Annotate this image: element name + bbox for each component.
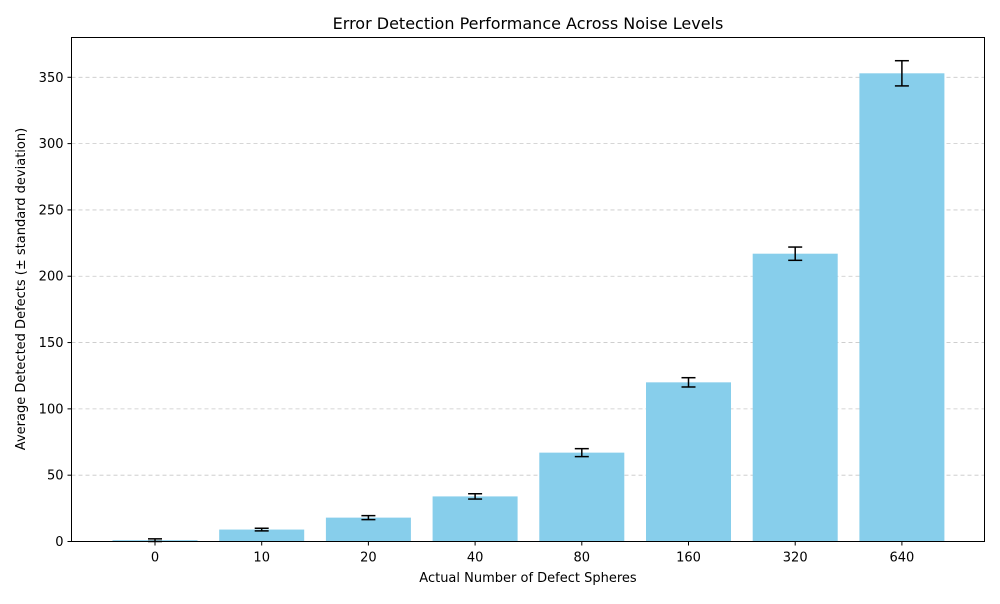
y-axis-ticks: 0 50 100 150 200 250 300 350	[39, 71, 72, 550]
bar	[859, 73, 945, 542]
x-axis-label: Actual Number of Defect Spheres	[419, 571, 637, 586]
plot-frame	[71, 37, 985, 542]
y-tick-label: 350	[39, 71, 64, 86]
x-tick-label: 160	[676, 551, 701, 566]
y-tick-label: 0	[55, 535, 63, 550]
grid-lines	[71, 76, 985, 476]
bar	[646, 382, 731, 542]
y-tick-label: 150	[39, 336, 64, 351]
x-tick-label: 20	[360, 551, 377, 566]
x-tick-label: 0	[151, 551, 159, 566]
bar	[325, 517, 411, 542]
error-bar	[361, 514, 376, 521]
bars	[112, 73, 945, 542]
x-tick-label: 640	[889, 551, 914, 566]
y-tick-label: 300	[39, 137, 64, 152]
error-bar	[788, 246, 803, 262]
x-tick-label: 10	[253, 551, 270, 566]
y-tick-label: 100	[39, 402, 64, 417]
y-tick-label: 250	[39, 203, 64, 218]
y-tick-label: 50	[47, 469, 64, 484]
y-axis-label: Average Detected Defects (± standard dev…	[14, 128, 29, 450]
error-bar	[574, 447, 589, 458]
chart-title: Error Detection Performance Across Noise…	[333, 14, 724, 33]
bar	[752, 253, 838, 542]
bar	[219, 529, 305, 542]
bar	[539, 452, 625, 542]
x-axis-ticks: 0 10 20 40 80 160 320 640	[151, 541, 914, 566]
bar	[432, 496, 518, 542]
x-tick-label: 40	[467, 551, 484, 566]
y-tick-label: 200	[39, 270, 64, 285]
x-tick-label: 320	[783, 551, 808, 566]
error-bar	[254, 527, 269, 532]
x-tick-label: 80	[574, 551, 591, 566]
error-bar	[468, 493, 483, 500]
error-bar	[681, 376, 696, 388]
error-bar	[894, 59, 909, 87]
